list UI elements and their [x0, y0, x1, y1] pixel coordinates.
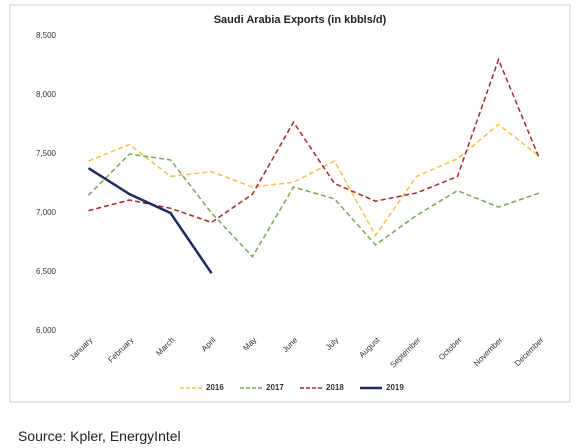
legend-label: 2018 [326, 383, 344, 392]
series-line [87, 153, 540, 258]
chart-frame [9, 4, 571, 403]
y-tick-label: 7,000 [36, 208, 57, 217]
source: Source: Kpler, EnergyIntel [18, 428, 181, 444]
legend-label: 2019 [386, 383, 404, 392]
chart-title: Saudi Arabia Exports (in kbbls/d) [214, 14, 387, 26]
y-tick-label: 6,500 [36, 267, 57, 276]
y-tick-label: 8,500 [36, 31, 57, 40]
chart: Saudi Arabia Exports (in kbbls/d) 6,000 6… [9, 4, 571, 403]
series-line [88, 57, 541, 224]
y-tick-label: 8,000 [36, 90, 57, 99]
legend-label: 2016 [206, 383, 224, 392]
series-line [87, 167, 213, 274]
y-tick-label: 6,000 [36, 326, 57, 335]
legend-label: 2017 [266, 383, 284, 392]
y-tick-label: 7,500 [36, 149, 57, 158]
